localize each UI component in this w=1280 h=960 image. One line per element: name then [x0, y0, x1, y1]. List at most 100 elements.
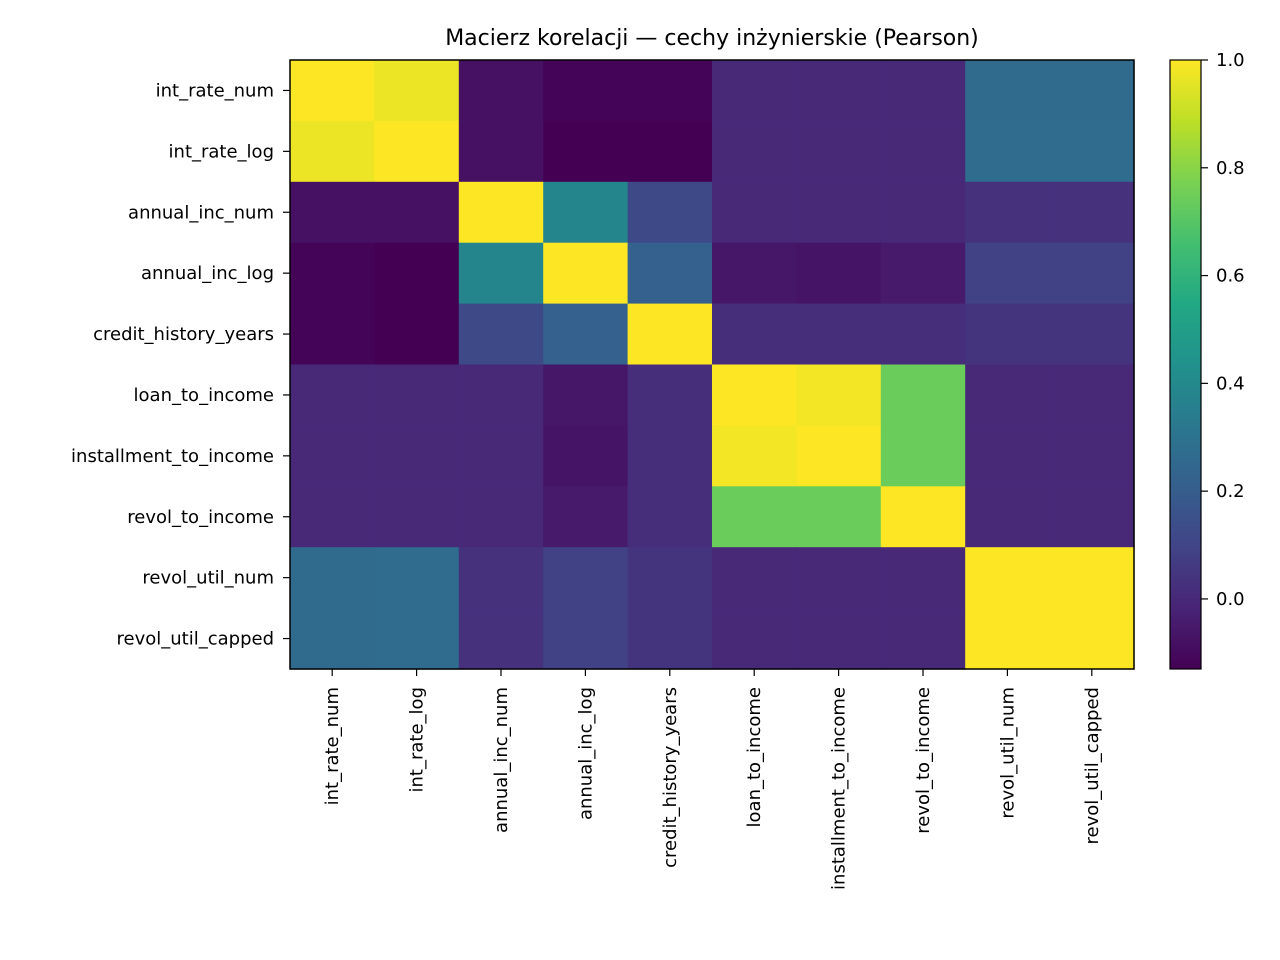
plot-frame	[289, 59, 1135, 670]
x-tick-label: installment_to_income	[829, 687, 850, 890]
heatmap-cell	[543, 242, 629, 305]
heatmap-cell	[290, 303, 375, 366]
heatmap-cells	[290, 60, 1135, 670]
colorbar-tick-label: 0.6	[1216, 266, 1245, 287]
heatmap-cell	[374, 547, 460, 609]
heatmap-cell	[627, 60, 713, 122]
heatmap-cell	[458, 364, 544, 426]
colorbar-tick-label: 0.0	[1216, 589, 1245, 610]
x-tick-label: revol_util_capped	[1082, 687, 1103, 845]
heatmap-cell	[965, 425, 1051, 487]
heatmap-cell	[880, 181, 966, 244]
heatmap-cell	[880, 364, 966, 426]
heatmap-cell	[458, 60, 544, 122]
heatmap-cell	[965, 486, 1051, 548]
heatmap-cell	[374, 364, 460, 426]
heatmap-cell	[796, 303, 882, 366]
heatmap-cell	[965, 60, 1051, 122]
heatmap-cell	[290, 608, 375, 670]
y-tick-label: installment_to_income	[71, 446, 274, 467]
heatmap-cell	[374, 181, 460, 244]
y-tick-label: loan_to_income	[134, 385, 274, 406]
heatmap-cell	[543, 120, 629, 183]
heatmap-cell	[796, 486, 882, 548]
heatmap-cell	[1049, 486, 1135, 548]
heatmap-cell	[712, 60, 797, 122]
heatmap-cell	[965, 242, 1051, 305]
heatmap-cell	[543, 60, 629, 122]
heatmap-cell	[796, 547, 882, 609]
heatmap-cell	[712, 608, 797, 670]
x-tick-label: loan_to_income	[744, 687, 765, 827]
heatmap-cell	[796, 60, 882, 122]
y-tick-label: int_rate_log	[169, 141, 274, 162]
x-tick-label: revol_to_income	[913, 687, 934, 834]
heatmap-cell	[290, 364, 375, 426]
heatmap-cell	[712, 364, 797, 426]
heatmap-cell	[458, 608, 544, 670]
heatmap-cell	[290, 60, 375, 122]
heatmap-cell	[627, 364, 713, 426]
heatmap-cell	[1049, 425, 1135, 487]
heatmap-cell	[627, 608, 713, 670]
heatmap-cell	[796, 120, 882, 183]
heatmap-cell	[374, 425, 460, 487]
colorbar-axis: 1.0 0.8 0.6 0.4 0.2 0.0	[1201, 50, 1245, 610]
heatmap-cell	[712, 425, 797, 487]
heatmap-cell	[290, 242, 375, 305]
heatmap-cell	[627, 242, 713, 305]
heatmap-cell	[965, 608, 1051, 670]
heatmap-cell	[880, 120, 966, 183]
y-tick-label: revol_util_capped	[117, 629, 275, 650]
heatmap-cell	[796, 181, 882, 244]
heatmap-cell	[458, 242, 544, 305]
heatmap-cell	[543, 608, 629, 670]
heatmap-cell	[1049, 547, 1135, 609]
heatmap-cell	[543, 364, 629, 426]
heatmap-cell	[965, 181, 1051, 244]
x-axis: int_rate_num int_rate_log annual_inc_num an…	[322, 669, 1103, 890]
heatmap-cell	[374, 60, 460, 122]
y-tick-label: credit_history_years	[93, 324, 274, 345]
heatmap-cell	[796, 608, 882, 670]
heatmap-cell	[627, 547, 713, 609]
heatmap-cell	[1049, 60, 1135, 122]
heatmap-cell	[712, 181, 797, 244]
heatmap-cell	[458, 303, 544, 366]
heatmap-cell	[712, 547, 797, 609]
heatmap-cell	[290, 486, 375, 548]
x-tick-label: revol_util_num	[997, 687, 1018, 819]
heatmap-cell	[458, 547, 544, 609]
x-tick-label: int_rate_log	[407, 687, 428, 792]
heatmap-cell	[543, 303, 629, 366]
heatmap-cell	[374, 242, 460, 305]
heatmap-cell	[796, 364, 882, 426]
heatmap-cell	[880, 242, 966, 305]
heatmap-cell	[965, 547, 1051, 609]
heatmap-cell	[796, 242, 882, 305]
colorbar-tick-label: 0.2	[1216, 481, 1245, 502]
heatmap-cell	[1049, 242, 1135, 305]
heatmap-cell	[965, 364, 1051, 426]
heatmap-cell	[1049, 608, 1135, 670]
heatmap-cell	[290, 425, 375, 487]
heatmap-cell	[880, 547, 966, 609]
heatmap-cell	[458, 486, 544, 548]
heatmap-cell	[1049, 364, 1135, 426]
heatmap-cell	[1049, 303, 1135, 366]
heatmap-cell	[880, 608, 966, 670]
heatmap-cell	[880, 303, 966, 366]
heatmap-cell	[458, 425, 544, 487]
heatmap-cell	[543, 486, 629, 548]
heatmap-cell	[627, 181, 713, 244]
x-tick-label: annual_inc_num	[491, 687, 512, 833]
heatmap-cell	[374, 303, 460, 366]
heatmap-cell	[712, 303, 797, 366]
heatmap-cell	[374, 486, 460, 548]
heatmap-cell	[880, 425, 966, 487]
heatmap-cell	[290, 547, 375, 609]
heatmap-cell	[374, 608, 460, 670]
heatmap-cell	[543, 547, 629, 609]
heatmap-cell	[290, 181, 375, 244]
